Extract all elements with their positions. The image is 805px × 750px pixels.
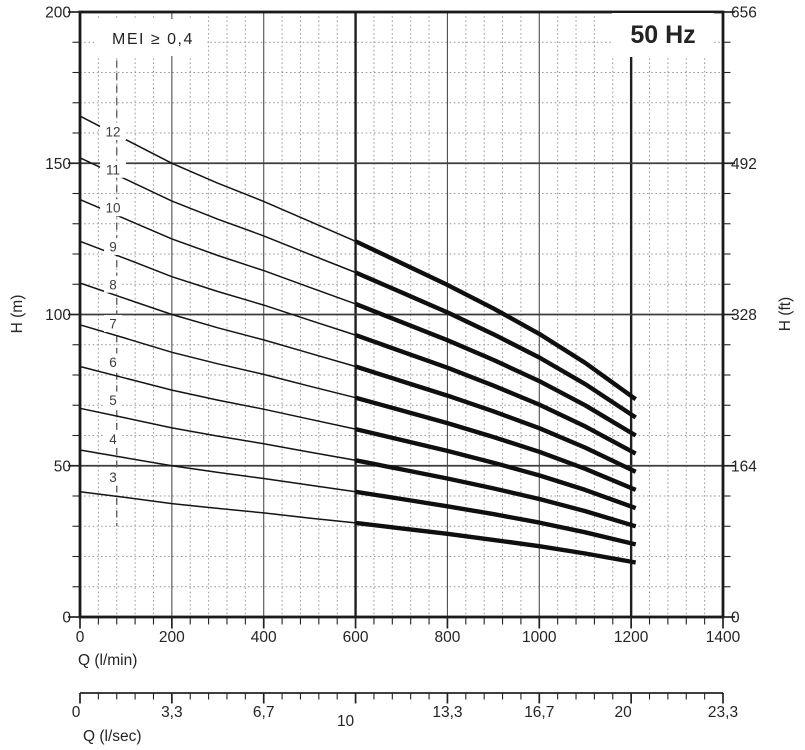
- curve-12-stages-thick: [354, 239, 637, 401]
- curve-stage-label-bg: [104, 237, 123, 255]
- axis-titles-layer: Q (l/min) Q (l/sec) H (m) H (ft): [9, 295, 794, 745]
- y2-tick-label: 164: [731, 458, 757, 475]
- curve-stage-label: 9: [109, 239, 117, 254]
- lsec-tick-label: 20: [615, 704, 633, 721]
- curve-9-stages-thick: [354, 333, 637, 456]
- mei-label-bg: [95, 19, 207, 56]
- y-tick-label: 200: [45, 5, 71, 22]
- x-tick-label: 200: [159, 629, 185, 646]
- curve-stage-label-bg: [100, 199, 127, 217]
- lsec-tick-label: 3,3: [161, 704, 183, 721]
- curve-stage-label-bg: [100, 122, 127, 140]
- curve-11-stages-thin: [79, 157, 356, 274]
- curve-stage-label: 7: [109, 317, 117, 332]
- curve-5-stages-thick: [355, 458, 637, 529]
- curve-stage-label: 6: [109, 355, 117, 370]
- x-tick-label: 1200: [614, 629, 649, 646]
- curve-stage-label: 5: [109, 393, 117, 408]
- x-tick-label: 0: [76, 629, 85, 646]
- curve-stage-label-bg: [104, 391, 123, 409]
- curve-8-stages-thick: [354, 364, 637, 474]
- curve-stage-label-bg: [104, 430, 123, 448]
- curve-4-stages-thick: [355, 489, 637, 547]
- x-axis-title: Q (l/min): [78, 652, 137, 669]
- lsec-tick-label: 23,3: [708, 704, 738, 721]
- lsec-tick-label: 10: [337, 713, 355, 730]
- curve-11-stages-thick: [354, 270, 637, 420]
- x-tick-label: 800: [434, 629, 460, 646]
- lsec-tick-label: 16,7: [524, 704, 554, 721]
- annotations-layer: MEI ≥ 0,4 50 Hz: [95, 13, 714, 57]
- curve-3-stages-thick: [355, 520, 637, 565]
- x-tick-label: 400: [251, 629, 277, 646]
- curve-6-stages-thick: [355, 426, 637, 511]
- frequency-label-bg: [612, 13, 714, 57]
- y2-tick-label: 328: [731, 307, 757, 324]
- y-tick-label: 0: [62, 610, 71, 627]
- curve-stage-label: 12: [106, 124, 121, 139]
- curve-7-stages-thin: [79, 324, 356, 399]
- grid-major-layer: [80, 12, 723, 617]
- curve-stage-label-bg: [104, 353, 123, 371]
- lsec-tick-label: 6,7: [253, 704, 275, 721]
- x-tick-label: 1000: [522, 629, 557, 646]
- curve-stage-label: 8: [109, 277, 117, 292]
- curve-labels-layer: 12 11 10 9 8 7 6 5 4 3: [100, 122, 127, 486]
- x-tick-label: 600: [343, 629, 369, 646]
- curve-6-stages-thin: [79, 365, 356, 430]
- curve-3-stages-thin: [79, 491, 356, 524]
- curve-stage-label: 11: [106, 162, 120, 177]
- curve-stage-label-bg: [104, 315, 123, 333]
- y-tick-label: 150: [45, 156, 71, 173]
- y2-tick-label: 0: [731, 610, 740, 627]
- y2-tick-label: 492: [731, 156, 757, 173]
- x2-axis-title: Q (l/sec): [83, 728, 142, 745]
- frequency-label: 50 Hz: [630, 21, 695, 49]
- curve-5-stages-thin: [79, 407, 356, 462]
- curve-stage-label: 10: [106, 201, 121, 216]
- curve-stage-label: 3: [109, 470, 117, 485]
- y-tick-label: 50: [54, 458, 72, 475]
- curve-10-stages-thin: [79, 198, 356, 305]
- ticks-layer: 0 200 400 600 800 1000 1200 1400200150100500656…: [45, 5, 757, 731]
- curve-10-stages-thick: [354, 301, 637, 438]
- mei-rating-label: MEI ≥ 0,4: [112, 31, 194, 48]
- x-tick-label: 1400: [706, 629, 741, 646]
- y2-tick-label: 656: [731, 5, 757, 22]
- curve-9-stages-thin: [79, 240, 356, 336]
- y-axis-title: H (m): [9, 295, 26, 334]
- lsec-tick-label: 0: [72, 704, 81, 721]
- curve-stage-label: 4: [109, 432, 117, 447]
- curve-stage-label-bg: [100, 160, 127, 178]
- curve-4-stages-thin: [79, 449, 356, 493]
- curve-stage-label-bg: [104, 275, 123, 293]
- curve-7-stages-thick: [355, 395, 637, 492]
- lsec-tick-label: 13,3: [432, 704, 462, 721]
- y2-axis-title: H (ft): [777, 297, 794, 331]
- y-tick-label: 100: [45, 307, 71, 324]
- curve-8-stages-thin: [79, 282, 356, 368]
- curve-stage-label-bg: [104, 468, 123, 486]
